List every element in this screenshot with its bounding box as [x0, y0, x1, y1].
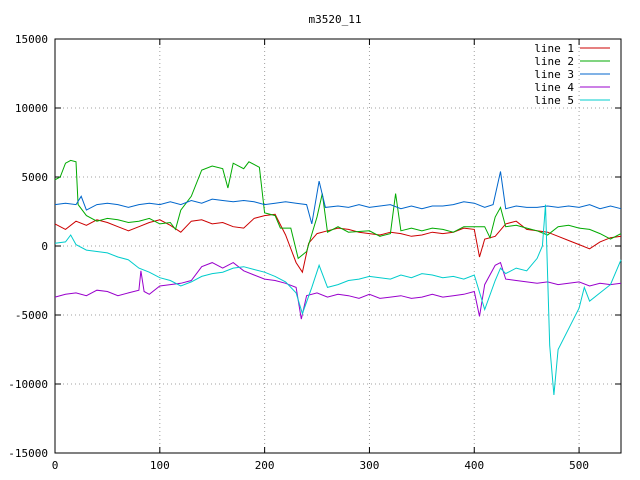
- y-tick-label: 5000: [22, 171, 49, 184]
- legend-label-5: line 5: [534, 94, 574, 107]
- y-tick-label: -10000: [8, 378, 48, 391]
- x-tick-label: 300: [360, 459, 380, 472]
- grid: [55, 39, 621, 453]
- x-tick-label: 100: [150, 459, 170, 472]
- x-tick-label: 500: [569, 459, 589, 472]
- x-axis: 0 100 200 300 400 500: [52, 39, 589, 472]
- x-tick-label: 200: [255, 459, 275, 472]
- y-tick-label: -5000: [15, 309, 48, 322]
- y-tick-label: -15000: [8, 447, 48, 460]
- series-line-1: [54, 213, 622, 274]
- series-line-3: [54, 171, 622, 225]
- y-tick-label: 0: [41, 240, 48, 253]
- x-tick-label: 0: [52, 459, 59, 472]
- legend-label-1: line 1: [534, 42, 574, 55]
- legend-label-3: line 3: [534, 68, 574, 81]
- legend-label-2: line 2: [534, 55, 574, 68]
- series-line-2: [54, 159, 622, 260]
- series-line-4: [54, 261, 622, 320]
- y-tick-label: 10000: [15, 102, 48, 115]
- y-axis: -15000 -10000 -5000 0 5000 10000 15000: [8, 33, 621, 460]
- series-line-5: [54, 204, 622, 396]
- y-tick-label: 15000: [15, 33, 48, 46]
- chart-title: m3520_11: [309, 13, 362, 26]
- series-lines: [54, 159, 622, 396]
- x-tick-label: 400: [464, 459, 484, 472]
- legend-label-4: line 4: [534, 81, 574, 94]
